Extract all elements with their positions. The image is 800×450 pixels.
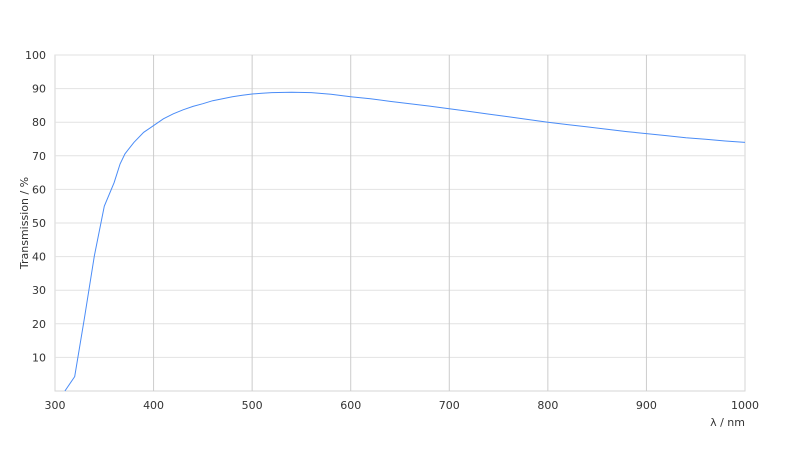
x-tick-label: 800 (537, 399, 558, 412)
y-tick-label: 80 (32, 116, 46, 129)
y-tick-label: 10 (32, 351, 46, 364)
x-tick-label: 400 (143, 399, 164, 412)
y-tick-label: 100 (25, 49, 46, 62)
x-tick-label: 700 (439, 399, 460, 412)
y-tick-label: 50 (32, 217, 46, 230)
y-tick-label: 90 (32, 83, 46, 96)
grid (54, 54, 746, 392)
x-tick-label: 300 (45, 399, 66, 412)
y-axis-label: Transmission / % (18, 177, 31, 270)
x-tick-label: 900 (636, 399, 657, 412)
x-tick-label: 500 (242, 399, 263, 412)
series-line (64, 91, 746, 392)
tick-labels: 10 20 30 40 50 60 70 80 90 100 300 400 500 600 700 800 9… (25, 49, 759, 412)
y-tick-label: 70 (32, 150, 46, 163)
y-tick-label: 20 (32, 318, 46, 331)
y-tick-label: 60 (32, 183, 46, 196)
x-tick-label: 1000 (731, 399, 759, 412)
x-axis-label: λ / nm (710, 416, 745, 429)
y-tick-label: 40 (32, 251, 46, 264)
y-tick-label: 30 (32, 284, 46, 297)
x-tick-label: 600 (340, 399, 361, 412)
